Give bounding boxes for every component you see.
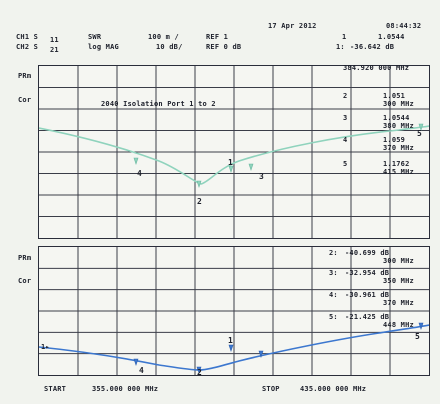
s11-plot-pane: 4 2 1 3 5 2040 Isolation Port 1 to 2 384… <box>38 64 430 239</box>
ch1-ref: REF 1 <box>206 33 229 41</box>
bottom-marker-4-value: -30.961 dB <box>345 291 390 299</box>
ch2-param: 21 <box>50 46 59 54</box>
freq-readout: 384.920 000 MHz <box>343 64 410 72</box>
s11-marker-4-num: 4 <box>137 169 142 178</box>
ch1-scale: 100 m / <box>148 33 179 41</box>
s11-marker-3-num: 3 <box>259 172 264 181</box>
s21-marker-1-triangle <box>228 344 234 352</box>
top-side-label-prm: PRm <box>18 72 32 80</box>
date-readout: 17 Apr 2012 <box>268 22 317 30</box>
s21-ref-marker-left: 1▸ <box>41 343 50 351</box>
s21-marker-4-num: 4 <box>139 366 144 375</box>
s11-grid: 4 2 1 3 5 <box>39 66 429 238</box>
top-marker-2-num: 2 <box>343 92 348 100</box>
bottom-marker-3-value: -32.954 dB <box>345 269 390 277</box>
bottom-marker-5-value: -21.425 dB <box>345 313 390 321</box>
top-marker-5-value: 1.1762 <box>383 160 410 168</box>
s21-marker-2-num: 2 <box>197 368 202 375</box>
s11-marker-1-num: 1 <box>228 158 233 167</box>
top-marker-3-value: 1.0544 <box>383 114 410 122</box>
top-side-label-cor: Cor <box>18 96 32 104</box>
s11-marker-3-triangle <box>248 163 254 171</box>
s21-markers: 4 2 1 5 <box>133 322 424 375</box>
ch2-label: CH2 S <box>16 43 39 51</box>
s11-marker-5-triangle <box>418 123 424 131</box>
s11-marker-2-num: 2 <box>197 197 202 206</box>
ch2-format: log MAG <box>88 43 119 51</box>
s21-marker-3-triangle <box>258 350 264 358</box>
bottom-marker-2-num: 2: <box>329 249 338 257</box>
top-marker-5-freq: 415 MHz <box>383 168 414 176</box>
ch1-label: CH1 S <box>16 33 39 41</box>
s11-marker-2-triangle <box>196 180 202 188</box>
s11-trace <box>39 125 429 185</box>
bottom-marker-2-value: -40.699 dB <box>345 249 390 257</box>
ch2-marker-value: -36.642 dB <box>350 43 395 51</box>
bottom-marker-4-freq: 370 MHz <box>383 299 414 307</box>
ch1-format: SWR <box>88 33 102 41</box>
s21-marker-2-triangle <box>196 366 202 374</box>
bottom-side-label-cor: Cor <box>18 277 32 285</box>
s11-marker-1-triangle <box>228 165 234 173</box>
time-readout: 08:44:32 <box>386 22 422 30</box>
bottom-marker-2-freq: 300 MHz <box>383 257 414 265</box>
bottom-marker-5-freq: 448 MHz <box>383 321 414 329</box>
s21-plot-pane: 4 2 1 5 1▸ 2: -40.699 dB 300 MHz 3: -32.… <box>38 246 430 376</box>
top-marker-4-num: 4 <box>343 136 348 144</box>
ch2-marker-index: 1: <box>336 43 345 51</box>
ch1-param: 11 <box>50 36 59 44</box>
ch2-scale: 10 dB/ <box>156 43 183 51</box>
ch1-marker-value: 1.0544 <box>378 33 405 41</box>
s21-marker-1-num: 1 <box>228 336 233 345</box>
top-marker-5-num: 5 <box>343 160 348 168</box>
top-marker-3-num: 3 <box>343 114 348 122</box>
ch2-ref: REF 0 dB <box>206 43 242 51</box>
bottom-marker-3-num: 3: <box>329 269 338 277</box>
top-marker-2-freq: 300 MHz <box>383 100 414 108</box>
bottom-marker-3-freq: 350 MHz <box>383 277 414 285</box>
top-marker-4-freq: 370 MHz <box>383 144 414 152</box>
ch1-marker-index: 1 <box>342 33 347 41</box>
s21-marker-5-num: 5 <box>415 332 420 341</box>
top-marker-3-freq: 380 MHz <box>383 122 414 130</box>
s11-marker-5-num: 5 <box>417 129 422 138</box>
s11-markers: 4 2 1 3 5 <box>133 123 424 206</box>
start-frequency: 355.000 000 MHz <box>92 385 159 393</box>
stop-label: STOP <box>262 385 280 393</box>
s21-marker-5-triangle <box>418 322 424 330</box>
top-marker-4-value: 1.059 <box>383 136 406 144</box>
bottom-marker-4-num: 4: <box>329 291 338 299</box>
top-marker-2-value: 1.051 <box>383 92 406 100</box>
trace-title: 2040 Isolation Port 1 to 2 <box>101 100 216 108</box>
start-label: START <box>44 385 67 393</box>
s21-marker-4-triangle <box>133 358 139 366</box>
bottom-marker-5-num: 5: <box>329 313 338 321</box>
s21-grid: 4 2 1 5 <box>39 247 429 375</box>
s11-marker-4-triangle <box>133 157 139 165</box>
s21-trace <box>39 324 429 371</box>
bottom-side-label-prm: PRm <box>18 254 32 262</box>
stop-frequency: 435.000 000 MHz <box>300 385 367 393</box>
